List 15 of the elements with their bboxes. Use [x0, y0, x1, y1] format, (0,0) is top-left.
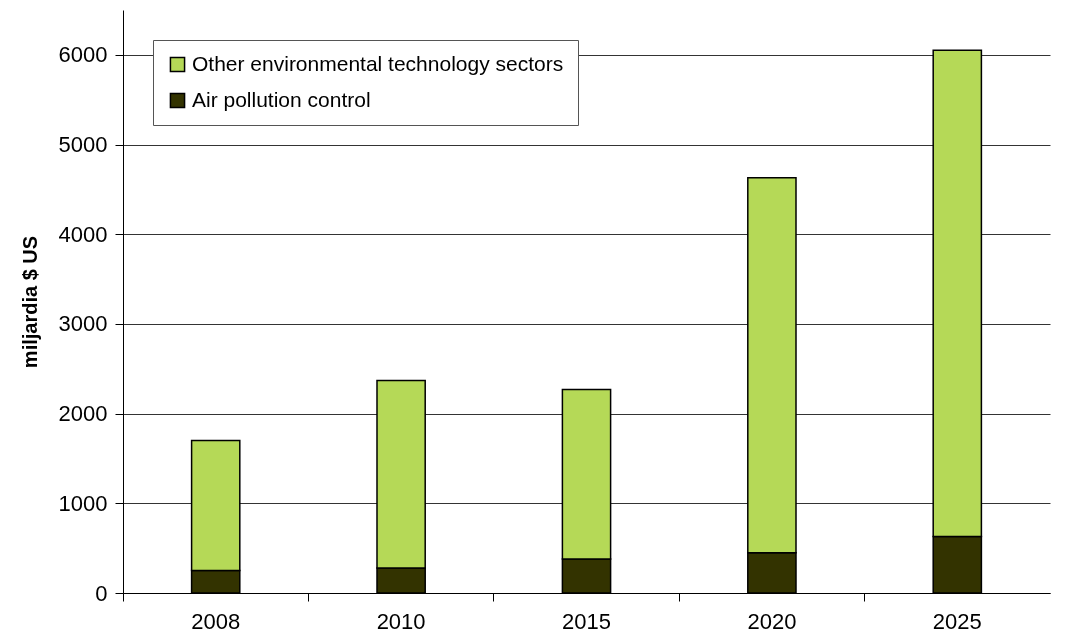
x-tick-label: 2025 — [932, 608, 982, 634]
x-tick-label: 2020 — [747, 608, 797, 634]
y-tick-label: 1000 — [58, 490, 108, 516]
y-tick-label: 4000 — [58, 221, 108, 247]
x-tick-label: 2015 — [562, 608, 611, 634]
legend-label: Other environmental technology sectors — [192, 51, 564, 75]
y-tick-label: 3000 — [58, 311, 108, 337]
x-tick-label: 2008 — [191, 608, 241, 634]
y-tick-label: 6000 — [58, 42, 108, 68]
legend-label: Air pollution control — [192, 87, 371, 111]
y-axis-title: miljardia $ US — [18, 235, 41, 369]
x-tick-label: 2010 — [376, 608, 426, 634]
y-tick-label: 0 — [95, 580, 108, 606]
y-tick-label: 5000 — [58, 132, 108, 158]
y-tick-label: 2000 — [58, 401, 108, 427]
